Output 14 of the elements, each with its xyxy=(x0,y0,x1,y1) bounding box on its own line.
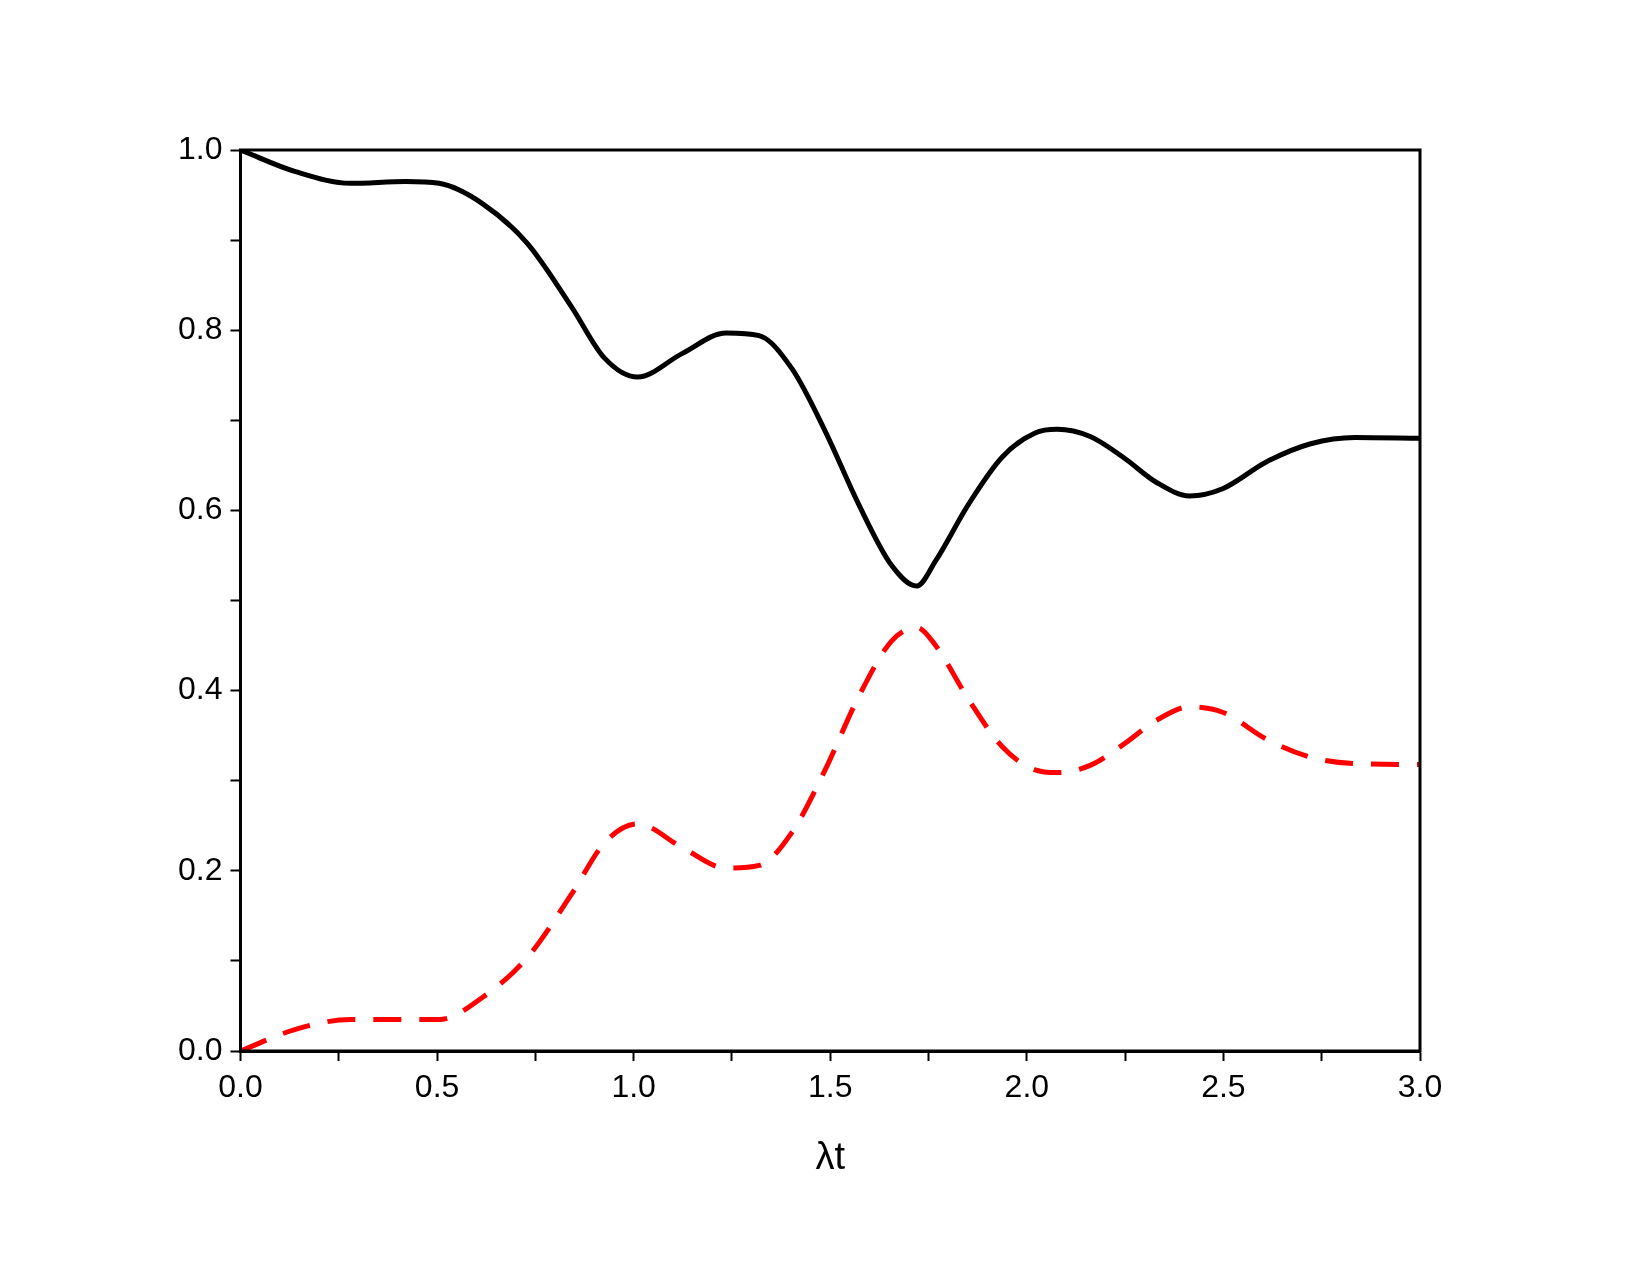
y-tick-label: 0.6 xyxy=(178,490,223,527)
x-tick-label: 1.0 xyxy=(611,1068,656,1105)
y-tick-label: 1.0 xyxy=(178,129,223,166)
y-tick-label: 0.8 xyxy=(178,310,223,347)
x-axis-title: λt xyxy=(815,1134,846,1177)
x-tick-label: 0.0 xyxy=(218,1068,263,1105)
y-tick-label: 0.4 xyxy=(178,670,223,707)
x-tick-label: 2.0 xyxy=(1004,1068,1050,1105)
y-tick-label: 0.2 xyxy=(178,850,223,887)
y-tick-label: 0.0 xyxy=(178,1030,223,1067)
x-tick-label: 0.5 xyxy=(414,1068,460,1105)
x-tick-label: 2.5 xyxy=(1201,1068,1246,1105)
x-tick-label: 1.5 xyxy=(808,1068,853,1105)
x-tick-label: 3.0 xyxy=(1397,1068,1443,1105)
